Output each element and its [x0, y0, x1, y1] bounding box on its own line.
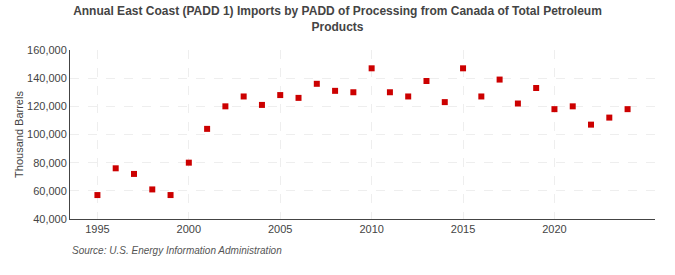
svg-text:Thousand Barrels: Thousand Barrels	[13, 91, 25, 178]
svg-text:2015: 2015	[451, 223, 475, 235]
svg-text:80,000: 80,000	[33, 157, 67, 169]
svg-text:40,000: 40,000	[33, 213, 67, 225]
svg-text:Source: U.S. Energy Informatio: Source: U.S. Energy Information Administ…	[72, 245, 282, 256]
svg-text:100,000: 100,000	[27, 128, 67, 140]
svg-text:2020: 2020	[542, 223, 566, 235]
svg-text:Annual East Coast (PADD 1) Imp: Annual East Coast (PADD 1) Imports by PA…	[73, 4, 602, 34]
svg-text:160,000: 160,000	[27, 44, 67, 56]
svg-text:1995: 1995	[85, 223, 109, 235]
svg-text:2000: 2000	[177, 223, 201, 235]
svg-text:2010: 2010	[359, 223, 383, 235]
svg-text:60,000: 60,000	[33, 185, 67, 197]
svg-text:120,000: 120,000	[27, 100, 67, 112]
svg-text:140,000: 140,000	[27, 72, 67, 84]
svg-text:2005: 2005	[268, 223, 292, 235]
